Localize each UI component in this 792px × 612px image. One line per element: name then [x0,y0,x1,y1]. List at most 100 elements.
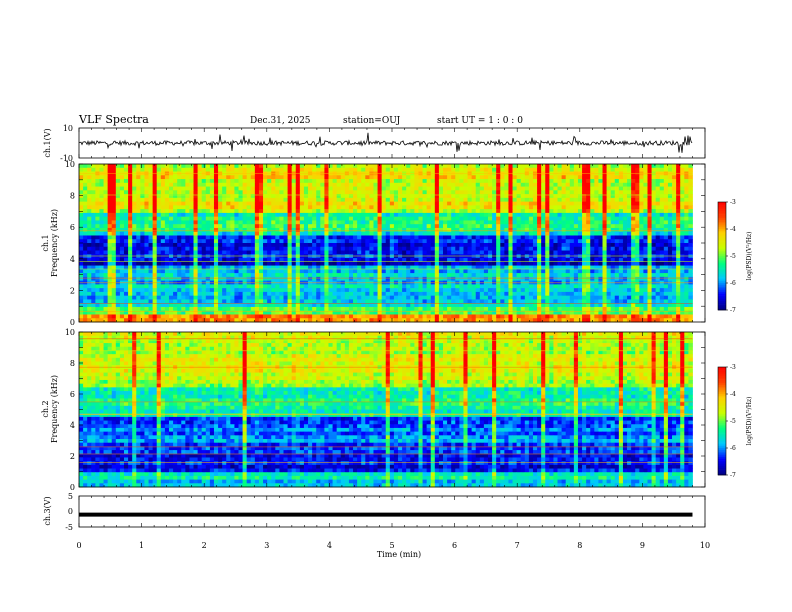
spectrogram-cell [104,202,108,206]
spectrogram-cell [402,183,406,187]
spectrogram-cell [149,269,153,273]
spectrogram-cell [590,232,594,236]
spectrogram-cell [263,224,267,228]
spectrogram-cell [378,273,382,277]
spectrogram-cell [108,277,112,281]
spectrogram-cell [431,198,435,202]
spectrogram-cell [423,168,427,172]
spectrogram-cell [136,187,140,191]
spectrogram-cell [684,235,688,239]
spectrogram-cell [324,217,328,221]
spectrogram-cell [496,183,500,187]
spectrogram-cell [300,235,304,239]
spectrogram-cell [263,179,267,183]
spectrogram-cell [394,239,398,243]
spectrogram-cell [112,235,116,239]
spectrogram-cell [177,198,181,202]
spectrogram-cell [656,269,660,273]
spectrogram-cell [586,205,590,209]
spectrogram-cell [525,209,529,213]
spectrogram-cell [468,232,472,236]
spectrogram-cell [165,232,169,236]
spectrogram-cell [472,251,476,255]
spectrogram-cell [664,251,668,255]
spectrogram-cell [480,235,484,239]
spectrogram-cell [95,164,99,168]
spectrogram-cell [99,247,103,251]
spectrogram-cell [623,209,627,213]
spectrogram-cell [247,198,251,202]
spectrogram-cell [369,273,373,277]
spectrogram-cell [647,269,651,273]
spectrogram-cell [406,251,410,255]
spectrogram-cell [439,205,443,209]
spectrogram-cell [279,235,283,239]
spectrogram-cell [279,247,283,251]
spectrogram-cell [431,228,435,232]
spectrogram-cell [406,183,410,187]
spectrogram-cell [386,239,390,243]
spectrogram-cell [631,198,635,202]
spectrogram-cell [513,262,517,266]
spectrogram-cell [243,239,247,243]
spectrogram-cell [660,224,664,228]
spectrogram-cell [414,217,418,221]
spectrogram-cell [181,205,185,209]
spectrogram-cell [112,273,116,277]
spectrogram-cell [353,217,357,221]
spectrogram-cell [234,273,238,277]
spectrogram-cell [480,179,484,183]
spectrogram-cell [537,235,541,239]
spectrogram-cell [226,243,230,247]
spectrogram-cell [247,269,251,273]
spectrogram-cell [157,213,161,217]
spectrogram-cell [406,277,410,281]
spectrogram-cell [324,190,328,194]
spectrogram-cell [255,284,259,288]
spectrogram-cell [566,235,570,239]
spectrogram-cell [369,224,373,228]
spectrogram-cell [455,183,459,187]
spectrogram-cell [288,217,292,221]
spectrogram-cell [312,273,316,277]
spectrogram-cell [688,273,692,277]
spectrogram-cell [451,217,455,221]
spectrogram-cell [484,262,488,266]
spectrogram-cell [508,179,512,183]
spectrogram-cell [529,168,533,172]
spectrogram-cell [598,251,602,255]
spectrogram-cell [402,179,406,183]
spectrogram-cell [333,179,337,183]
spectrogram-cell [144,168,148,172]
spectrogram-cell [627,175,631,179]
spectrogram-cell [149,273,153,277]
spectrogram-cell [292,183,296,187]
spectrogram-cell [140,224,144,228]
spectrogram-cell [349,213,353,217]
spectrogram-cell [124,183,128,187]
spectrogram-cell [468,247,472,251]
spectrogram-cell [500,235,504,239]
spectrogram-cell [345,277,349,281]
spectrogram-cell [259,284,263,288]
spectrogram-cell [513,220,517,224]
spectrogram-cell [267,247,271,251]
spectrogram-cell [607,243,611,247]
spectrogram-cell [181,175,185,179]
spectrogram-cell [652,239,656,243]
spectrogram-cell [337,269,341,273]
spectrogram-cell [132,209,136,213]
spectrogram-cell [463,239,467,243]
spectrogram-cell [402,239,406,243]
spectrogram-cell [108,217,112,221]
spectrogram-cell [390,239,394,243]
spectrogram-cell [292,277,296,281]
spectrogram-cell [189,277,193,281]
spectrogram-cell [582,205,586,209]
spectrogram-cell [439,183,443,187]
spectrogram-cell [226,190,230,194]
spectrogram-cell [341,168,345,172]
spectrogram-cell [508,262,512,266]
spectrogram-cell [455,213,459,217]
spectrogram-cell [361,213,365,217]
